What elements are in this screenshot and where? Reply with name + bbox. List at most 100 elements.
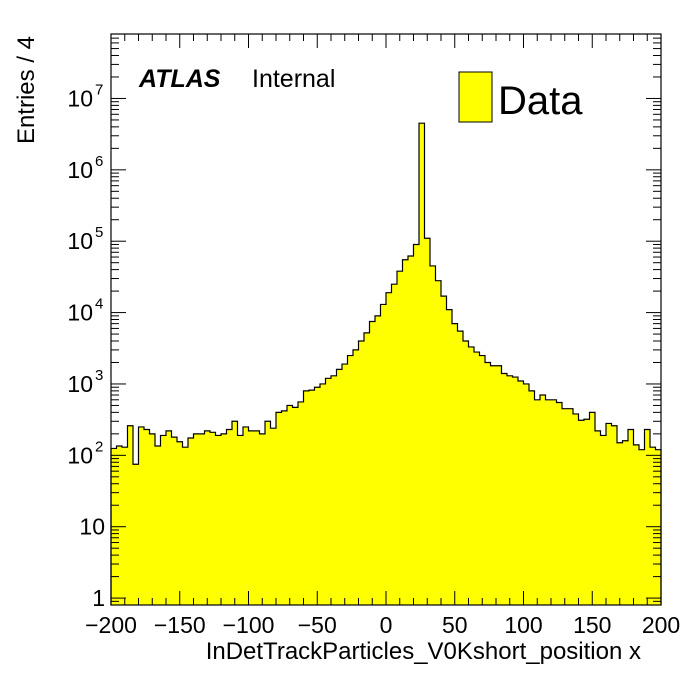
histogram-bin (430, 265, 436, 605)
x-tick-label: −50 (298, 612, 337, 638)
histogram-bin (276, 412, 282, 605)
histogram-bin (144, 429, 150, 605)
histogram-bin (237, 435, 244, 605)
histogram-bin (402, 259, 409, 605)
histogram-bin (479, 355, 486, 605)
histogram-bin (578, 420, 585, 605)
histogram-bin (551, 399, 557, 605)
histogram-bin (518, 381, 524, 605)
histogram-bin (474, 352, 480, 605)
histogram-bin (364, 332, 370, 605)
histogram-bin (325, 378, 332, 605)
y-tick-exponent: 3 (95, 367, 103, 384)
histogram-bin (490, 365, 497, 605)
histogram-bin (314, 387, 321, 605)
histogram-bin (243, 426, 249, 605)
histogram-bin (160, 435, 167, 605)
histogram-bin (320, 383, 326, 605)
x-tick-label: 200 (642, 612, 680, 638)
histogram-bin (254, 430, 260, 605)
histogram-bin (347, 355, 354, 605)
histogram-bin (573, 413, 579, 605)
histogram-bin (435, 280, 442, 605)
x-tick-label: 0 (380, 612, 393, 638)
histogram-bin (413, 244, 420, 605)
histogram-bin (485, 362, 491, 605)
histogram-bin (606, 423, 612, 605)
y-tick-label: 1 (92, 585, 105, 611)
histogram-outline (110, 122, 662, 605)
histogram-bin (155, 446, 161, 605)
histogram-bin (182, 447, 189, 605)
histogram-bin (628, 429, 634, 605)
histogram-bin (441, 296, 447, 605)
y-tick-exponent: 4 (95, 296, 103, 313)
histogram-bin (166, 430, 172, 605)
histogram-bin (655, 449, 662, 605)
y-tick-exponent: 6 (95, 153, 103, 170)
x-tick-label: −100 (223, 612, 275, 638)
x-axis-label: InDetTrackParticles_V0Kshort_position x (206, 638, 641, 665)
histogram-bin (600, 435, 607, 605)
legend-label: Data (498, 79, 583, 123)
histogram-bin (122, 447, 128, 605)
y-tick-label: 10 (67, 300, 93, 326)
histogram-bin (369, 321, 376, 605)
histogram-bins (110, 122, 662, 605)
y-tick-label: 10 (67, 228, 93, 254)
histogram-bin (259, 433, 266, 605)
histogram-bin (567, 408, 574, 605)
x-tick-label: 150 (573, 612, 611, 638)
histogram-bin (193, 433, 200, 605)
histogram-bin (292, 407, 299, 605)
histogram-bin (512, 377, 519, 605)
histogram-bin (639, 449, 645, 605)
histogram-bin (457, 331, 464, 605)
y-axis-label: Entries / 4 (13, 36, 40, 144)
histogram-bin (496, 365, 502, 605)
histogram-bin (265, 421, 271, 605)
histogram-bin (507, 375, 513, 605)
histogram-bin (589, 412, 596, 605)
histogram-bin (353, 349, 359, 605)
histogram-bin (232, 421, 238, 605)
histogram-bin (446, 309, 453, 605)
histogram-bin (270, 428, 277, 605)
internal-label: Internal (252, 65, 335, 93)
histogram-bin (342, 364, 348, 605)
histogram-bin (562, 408, 568, 605)
y-tick-label: 10 (79, 514, 105, 540)
histogram-bin (303, 390, 310, 605)
histogram-bin (633, 444, 640, 605)
histogram-bin (358, 340, 365, 605)
histogram-bin (556, 402, 563, 605)
histogram-bin (171, 437, 178, 605)
histogram-bin (424, 238, 431, 605)
y-tick-exponent: 5 (95, 224, 103, 241)
histogram-bin (622, 440, 629, 605)
histogram-bin (584, 419, 590, 605)
histogram-bin (287, 405, 293, 605)
histogram-bin (248, 430, 255, 605)
histogram-bin (138, 426, 145, 605)
histogram-bin (452, 323, 458, 605)
histogram-bin (540, 395, 546, 605)
x-tick-label: −200 (85, 612, 137, 638)
y-tick-exponent: 2 (95, 438, 103, 455)
histogram-bin (336, 369, 343, 605)
x-tick-label: 100 (504, 612, 542, 638)
histogram-bin (204, 430, 211, 605)
histogram-bin (529, 390, 535, 605)
histogram-bin (419, 123, 425, 605)
y-tick-label: 10 (67, 442, 93, 468)
histogram-bin (116, 446, 123, 605)
x-axis-ticks: −200 −150 −100 −50 0 50 100 150 200 (85, 34, 680, 638)
histogram-bin (221, 433, 227, 605)
histogram-bin (199, 433, 205, 605)
x-tick-label: −150 (154, 612, 206, 638)
histogram-bin (210, 432, 216, 605)
histogram-bin (650, 447, 656, 605)
histogram-bin (501, 373, 508, 605)
